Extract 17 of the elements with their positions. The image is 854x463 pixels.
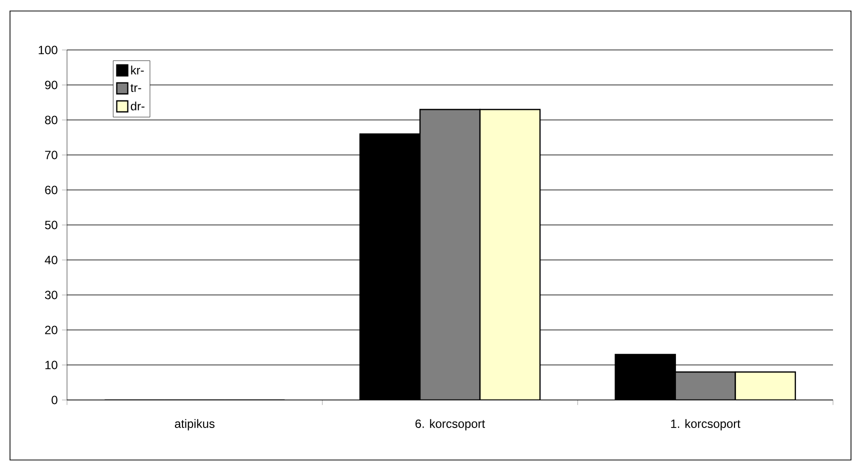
- y-tick-label: 40: [44, 256, 58, 264]
- y-tick-label: 50: [45, 220, 58, 230]
- y-tick-label: 20: [45, 326, 58, 334]
- y-tick-label: 60: [45, 186, 58, 194]
- y-tick-label: 90: [45, 80, 58, 90]
- y-tick-label: 10: [45, 360, 58, 370]
- y-tick-label: 80: [45, 116, 58, 124]
- legend-label: dr-: [130, 102, 144, 110]
- x-tick-label: atipikus: [174, 419, 215, 430]
- x-tick-label: 6. korcsoport: [416, 419, 486, 430]
- legend-label: kr-: [131, 66, 144, 74]
- y-tick-label: 0: [52, 396, 58, 404]
- y-tick-label: 30: [44, 290, 58, 300]
- legend-label: tr-: [130, 84, 142, 92]
- x-tick-label: 1. korcsoport: [671, 419, 740, 430]
- y-tick-label: 100: [38, 46, 58, 54]
- y-tick-label: 70: [45, 150, 58, 160]
